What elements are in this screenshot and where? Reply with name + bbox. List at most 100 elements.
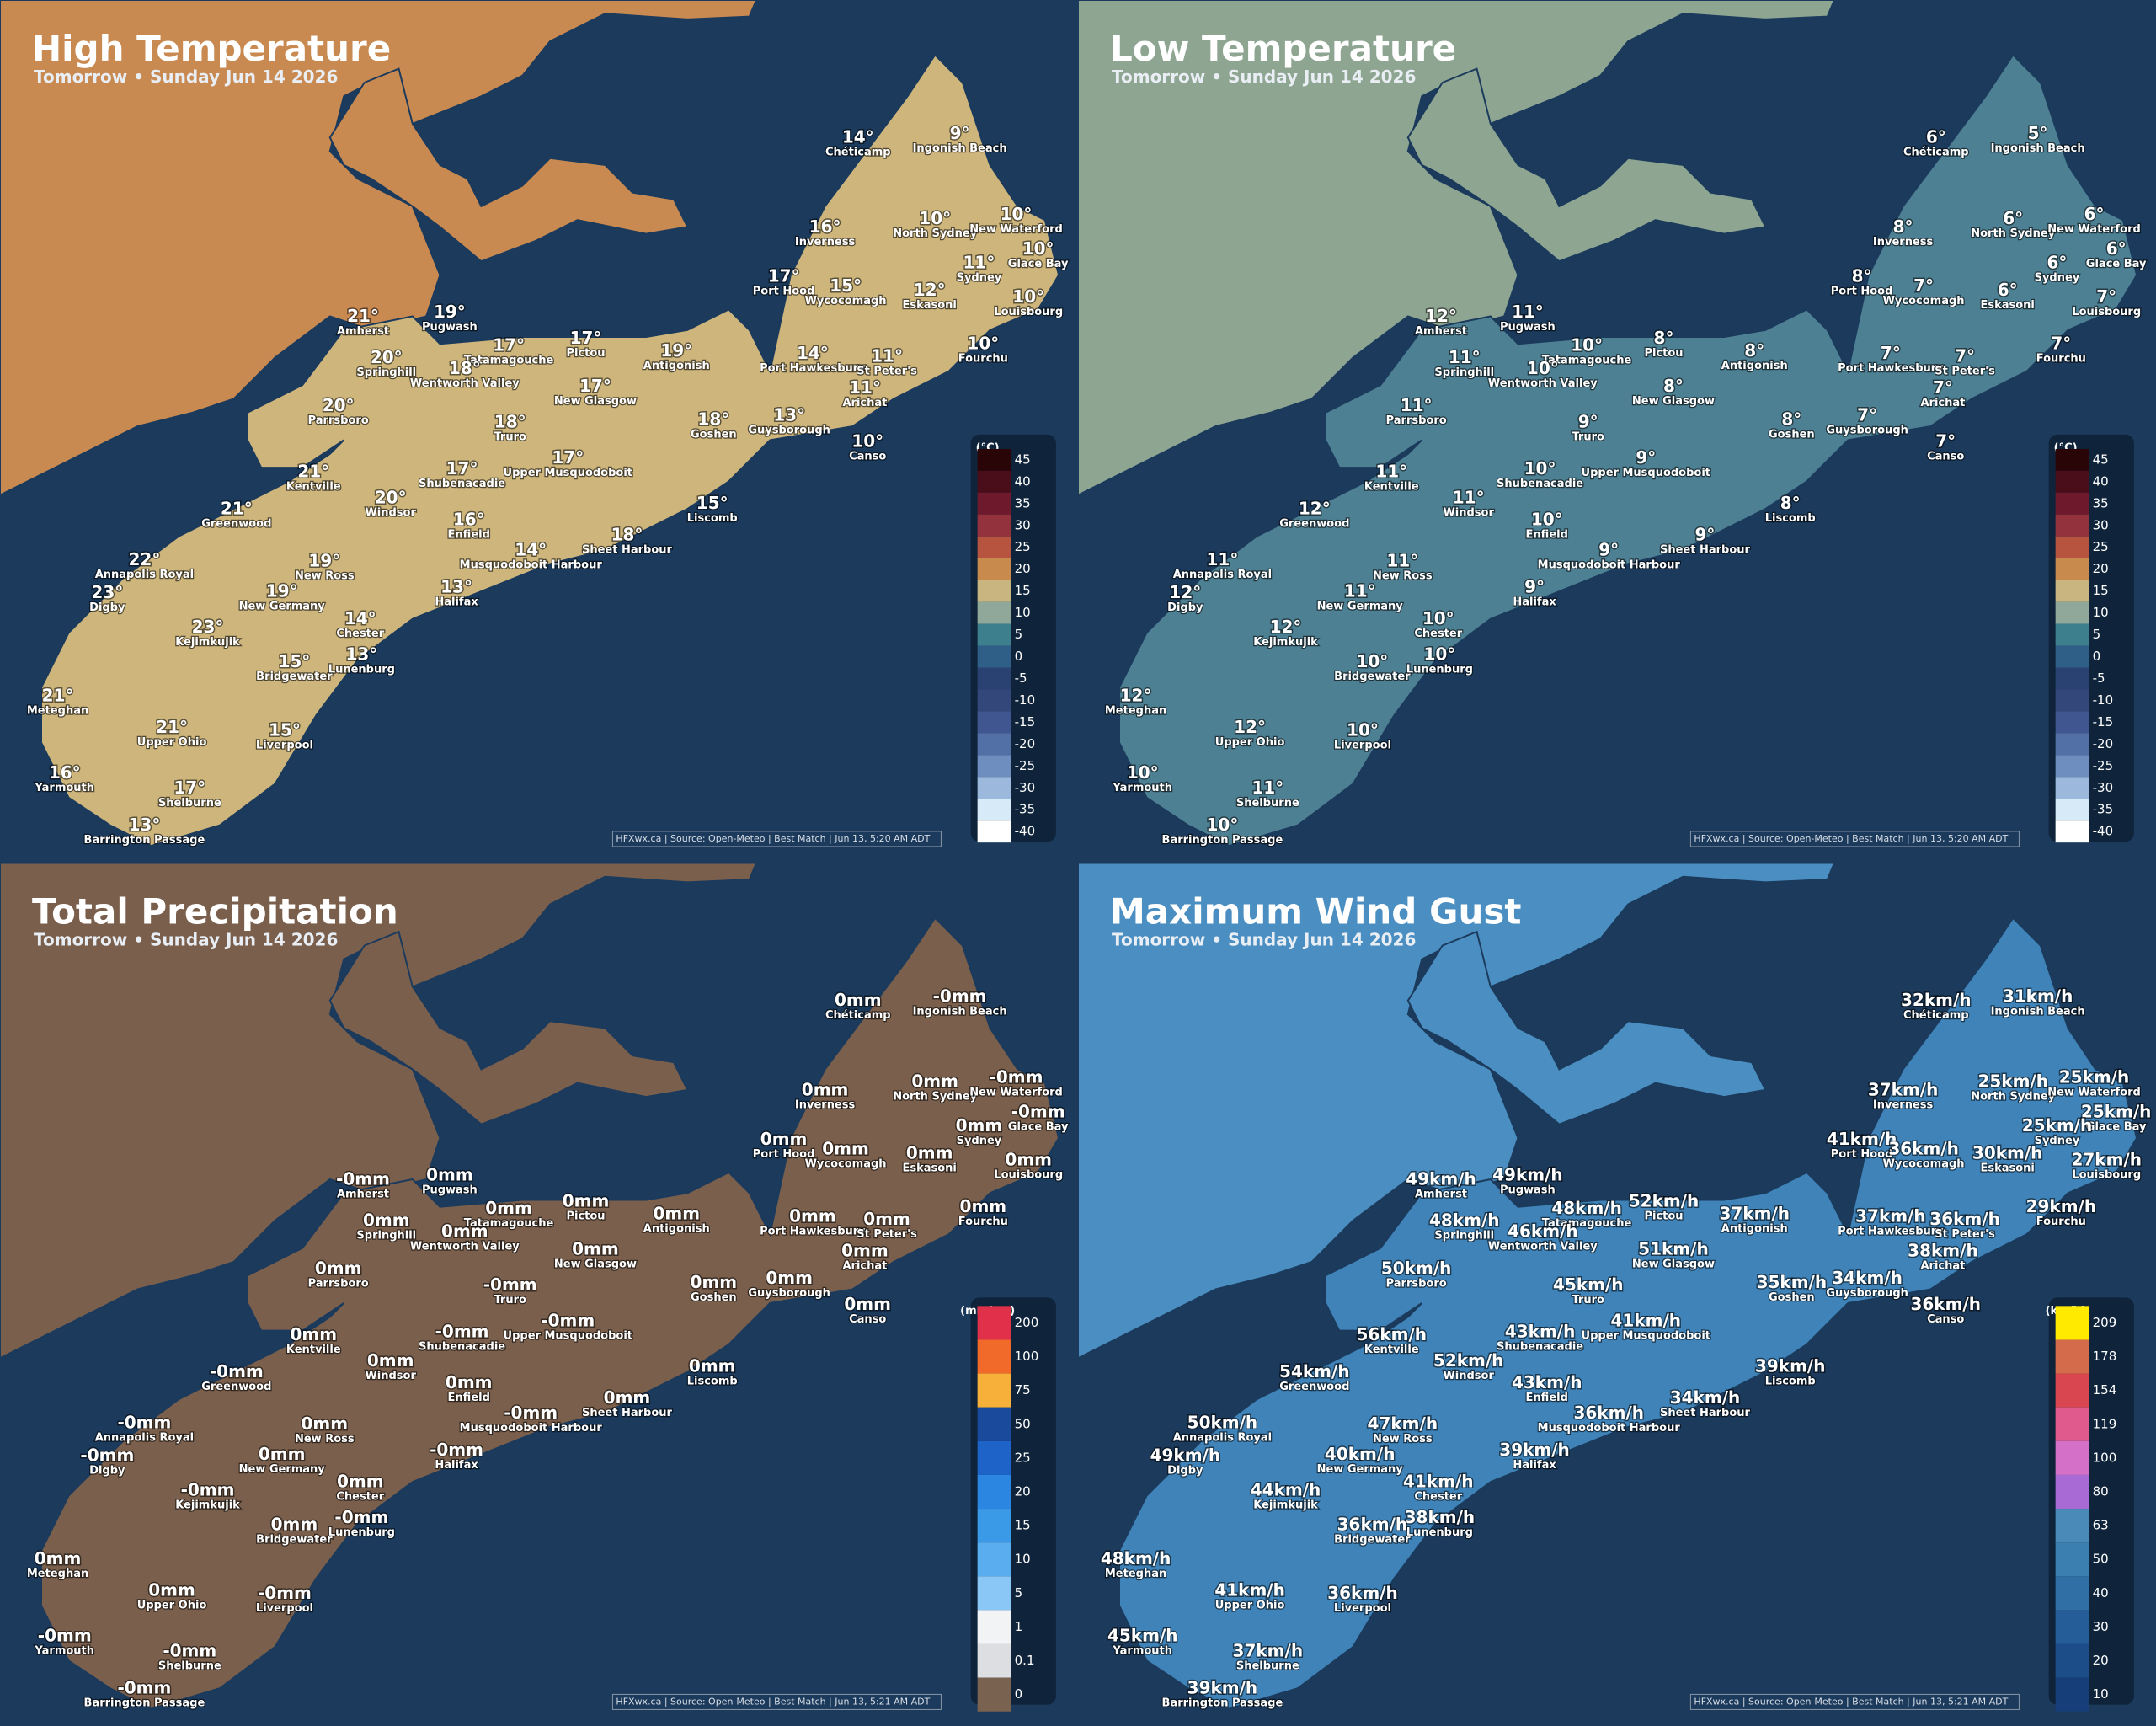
city-name: Antigonish (643, 360, 710, 372)
city-name: Meteghan (27, 1568, 88, 1580)
city-value: 15° (696, 493, 728, 513)
city-value: 6° (2084, 204, 2105, 224)
panel-title: High Temperature (32, 28, 391, 69)
legend-tick: 35 (1015, 495, 1031, 510)
city-name: Liscomb (1765, 512, 1816, 525)
panel-subtitle: Tomorrow • Sunday Jun 14 2026 (34, 67, 338, 87)
city-value: 15° (278, 651, 310, 671)
city-name: Liverpool (1334, 739, 1391, 751)
city-name: Musquodoboit Harbour (1538, 1422, 1681, 1435)
city-value: 17° (579, 376, 611, 396)
city-name: Guysborough (1826, 425, 1908, 437)
city-value: 8° (1781, 409, 1801, 429)
legend-tick: -30 (2093, 780, 2114, 795)
legend-tick: -15 (1015, 714, 1036, 729)
legend-swatch (977, 448, 1011, 471)
city-name: Yarmouth (34, 1645, 94, 1658)
city-value: 12° (1299, 499, 1331, 519)
city-name: Eskasoni (902, 1162, 956, 1174)
city-value: 10° (1524, 458, 1556, 478)
city-value: -0mm (933, 986, 987, 1006)
legend-tick: 100 (1015, 1349, 1039, 1364)
legend-swatch (2055, 580, 2089, 602)
city-name: Lunenburg (328, 664, 395, 676)
city-name: Liscomb (1765, 1376, 1816, 1388)
city-name: Yarmouth (1112, 782, 1172, 794)
legend-tick: 0 (1015, 649, 1023, 664)
city-name: Kentville (1364, 1344, 1419, 1356)
city-value: 11° (1375, 461, 1407, 481)
city-name: Annapolis Royal (95, 1431, 194, 1444)
city-name: Wycocomagh (1883, 295, 1965, 307)
land-nova-scotia (1118, 53, 2138, 847)
city-value: 13° (440, 577, 472, 597)
city-name: Pictou (1644, 347, 1683, 360)
city-value: 36km/h (1327, 1583, 1398, 1603)
city-name: New Ross (1373, 570, 1433, 583)
city-name: New Ross (1373, 1433, 1433, 1445)
city-value: 0mm (906, 1142, 953, 1162)
city-name: Enfield (1526, 529, 1568, 542)
city-value: 7° (2051, 334, 2071, 354)
city-name: Greenwood (201, 1381, 271, 1393)
city-name: Windsor (365, 1370, 416, 1382)
legend-swatch (2055, 777, 2089, 799)
city-value: 12° (1234, 717, 1266, 737)
legend-swatch (977, 1440, 1011, 1475)
city-name: Pictou (566, 1210, 605, 1223)
city-name: Port Hood (753, 286, 815, 298)
city-name: Guysborough (748, 1287, 830, 1300)
city-value: 9° (1636, 447, 1656, 468)
legend-tick: 35 (2093, 495, 2109, 510)
city-value: 0mm (844, 1294, 891, 1314)
city-name: Eskasoni (1980, 1162, 2034, 1174)
city-name: New Glasgow (554, 395, 637, 408)
legend-swatch (977, 645, 1011, 668)
city-name: Meteghan (1105, 1568, 1166, 1580)
city-value: 45km/h (1553, 1274, 1624, 1295)
city-name: Pictou (1644, 1210, 1683, 1223)
city-name: Port Hood (753, 1148, 815, 1161)
city-value: 0mm (822, 1139, 869, 1159)
city-value: -0mm (483, 1274, 537, 1295)
city-name: Barrington Passage (1162, 1697, 1283, 1710)
city-name: Wentworth Valley (1488, 377, 1598, 390)
city-value: 20° (375, 487, 407, 507)
city-value: 20° (323, 395, 355, 415)
city-name: Musquodoboit Harbour (1538, 559, 1681, 572)
legend-tick: -35 (2093, 802, 2114, 817)
city-value: 0mm (367, 1350, 414, 1371)
city-value: 11° (871, 345, 903, 366)
legend-tick: 40 (2093, 473, 2109, 489)
city-value: 0mm (691, 1272, 738, 1292)
city-name: Glace Bay (1008, 258, 1069, 270)
city-name: Sydney (957, 1135, 1002, 1147)
legend-tick: 100 (2093, 1450, 2117, 1465)
legend-swatch (2055, 711, 2089, 734)
city-value: 11° (1401, 395, 1433, 415)
city-value: -0mm (435, 1322, 489, 1342)
city-value: 9° (1578, 412, 1598, 432)
legend: (°C)454035302520151050-5-10-15-20-25-30-… (2048, 434, 2134, 843)
land-new-brunswick (0, 862, 758, 1360)
land-new-brunswick (1077, 862, 1836, 1360)
legend-tick: 25 (1015, 1450, 1031, 1465)
city-value: 43km/h (1505, 1322, 1576, 1342)
city-value: 10° (851, 431, 883, 452)
city-name: Enfield (1526, 1392, 1568, 1404)
city-value: 11° (1512, 302, 1544, 322)
city-value: 13° (129, 815, 161, 835)
city-value: 0mm (363, 1210, 410, 1230)
city-name: Liverpool (256, 739, 313, 751)
city-name: Pugwash (422, 321, 478, 334)
city-value: 21° (297, 461, 329, 481)
city-value: 0mm (841, 1240, 889, 1260)
city-name: St Peter's (1935, 365, 1995, 377)
city-name: Canso (849, 1313, 886, 1326)
city-value: 7° (1913, 275, 1934, 296)
city-name: Tatamagouche (464, 1217, 554, 1230)
legend-tick: 200 (1015, 1315, 1039, 1330)
city-value: 38km/h (1908, 1240, 1978, 1260)
